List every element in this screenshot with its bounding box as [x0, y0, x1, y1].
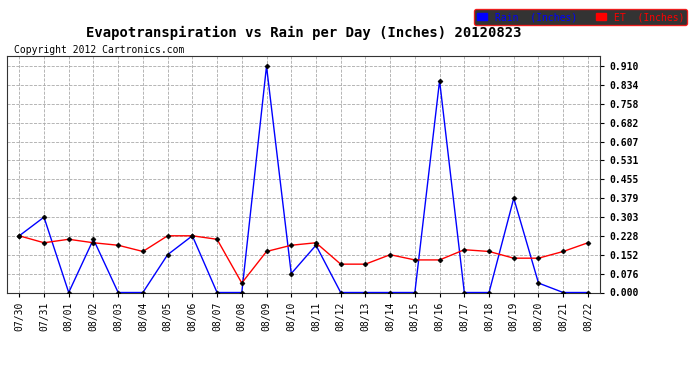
Text: Evapotranspiration vs Rain per Day (Inches) 20120823: Evapotranspiration vs Rain per Day (Inch… [86, 26, 522, 40]
Legend: Rain  (Inches), ET  (Inches): Rain (Inches), ET (Inches) [475, 9, 687, 25]
Text: Copyright 2012 Cartronics.com: Copyright 2012 Cartronics.com [14, 45, 184, 55]
